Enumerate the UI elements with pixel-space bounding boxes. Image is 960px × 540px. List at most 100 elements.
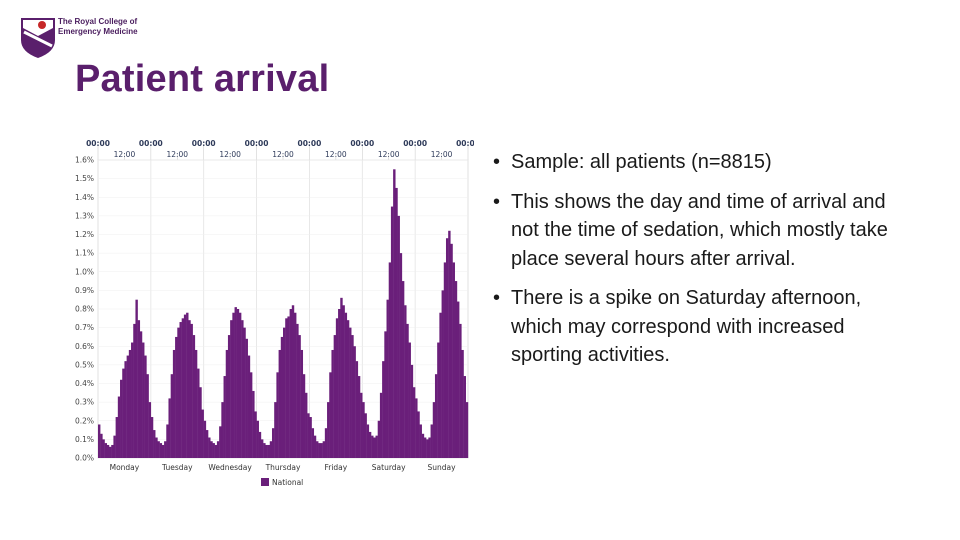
top-tick-label-minor: 12:00 (114, 150, 136, 159)
hour-bar (170, 374, 174, 458)
hour-bar (175, 336, 178, 458)
hour-bar (194, 349, 198, 458)
hour-bar (205, 430, 209, 458)
hour-bar (373, 437, 376, 458)
hour-bar (430, 424, 433, 458)
hour-bar (397, 215, 400, 458)
hour-bar (179, 322, 182, 458)
bullet-arrival-note: This shows the day and time of arrival a… (490, 188, 910, 274)
y-tick-label: 0.7% (75, 323, 94, 332)
hour-bar (139, 331, 143, 458)
hour-bar (309, 417, 312, 458)
hour-bar (113, 435, 116, 458)
hour-bar (148, 402, 152, 458)
hour-bar (181, 318, 185, 458)
hour-bar (368, 431, 372, 458)
y-tick-label: 0.6% (75, 342, 94, 351)
hour-bar (338, 309, 341, 458)
hour-bar (285, 318, 288, 458)
y-tick-label: 0.4% (75, 379, 94, 388)
y-tick-label: 0.0% (75, 454, 94, 463)
hour-bar (247, 355, 251, 458)
hour-bar (386, 299, 389, 458)
hour-bar (153, 430, 156, 458)
hour-bar (227, 335, 231, 458)
hour-bar (450, 243, 453, 458)
hour-bar (146, 374, 149, 458)
hour-bar (164, 441, 167, 458)
hour-bar (443, 262, 447, 458)
hour-bar (461, 349, 464, 458)
hour-bar (371, 435, 374, 458)
hour-bar (157, 441, 160, 458)
hour-bar (364, 413, 367, 458)
top-tick-label-major: 00:00 (297, 139, 321, 148)
top-tick-label-major: 00:00 (86, 139, 110, 148)
hour-bar (404, 305, 407, 458)
hour-bar (388, 262, 392, 458)
hour-bar (432, 402, 436, 458)
hour-bar (216, 441, 220, 458)
hour-bar (225, 349, 229, 458)
hour-bar (384, 331, 387, 458)
hour-bar (241, 320, 244, 458)
hour-bar (135, 299, 138, 458)
hour-bar (102, 439, 105, 458)
top-tick-label-major: 00:00 (456, 139, 474, 148)
hour-bar (278, 349, 281, 458)
y-tick-label: 1.0% (75, 267, 94, 276)
hour-bar (421, 433, 425, 458)
top-tick-label-minor: 12:00 (166, 150, 188, 159)
hour-bar (111, 444, 114, 458)
hour-bar (327, 402, 330, 458)
hour-bar (333, 335, 337, 458)
hour-bar (230, 320, 233, 458)
hour-bar (197, 368, 200, 458)
hour-bar (186, 312, 189, 458)
hour-bar (208, 437, 211, 458)
hour-bar (463, 376, 466, 458)
hour-bar (161, 444, 165, 458)
hour-bar (137, 320, 141, 458)
hour-bar (428, 437, 431, 458)
hour-bar (168, 398, 171, 458)
hour-bar (234, 307, 237, 458)
hour-bar (276, 372, 279, 458)
y-tick-label: 1.1% (75, 249, 94, 258)
top-tick-label-minor: 12:00 (219, 150, 241, 159)
top-tick-label-major: 00:00 (139, 139, 163, 148)
hour-bar (219, 426, 222, 458)
hour-bar (199, 387, 202, 458)
hour-bar (379, 392, 383, 458)
hour-bar (375, 435, 378, 458)
hour-bar (265, 444, 268, 458)
hour-bar (346, 320, 350, 458)
hour-bar (320, 443, 323, 458)
hour-bar (252, 390, 255, 458)
hour-bar (294, 312, 297, 458)
hour-bar (120, 379, 123, 458)
hour-bar (291, 305, 295, 458)
bullet-list: Sample: all patients (n=8815) This shows… (490, 148, 910, 381)
top-tick-label-minor: 12:00 (431, 150, 453, 159)
hour-bar (302, 374, 306, 458)
hour-bar (448, 230, 451, 458)
x-tick-label: Friday (324, 463, 347, 472)
hour-bar (126, 355, 130, 458)
hour-bar (353, 346, 356, 458)
hour-bar (100, 433, 103, 458)
hour-bar (351, 335, 354, 458)
x-tick-label: Monday (110, 463, 140, 472)
hour-bar (232, 312, 235, 458)
hour-bar (382, 361, 385, 458)
hour-bar (214, 444, 218, 458)
hour-bar (263, 443, 266, 458)
hour-bar (274, 402, 277, 458)
hour-bar (115, 417, 119, 458)
hour-bar (142, 342, 145, 458)
hour-bar (395, 187, 398, 458)
hour-bar (344, 312, 348, 458)
hour-bar (260, 439, 264, 458)
hour-bar (166, 424, 169, 458)
hour-bar (340, 297, 343, 458)
